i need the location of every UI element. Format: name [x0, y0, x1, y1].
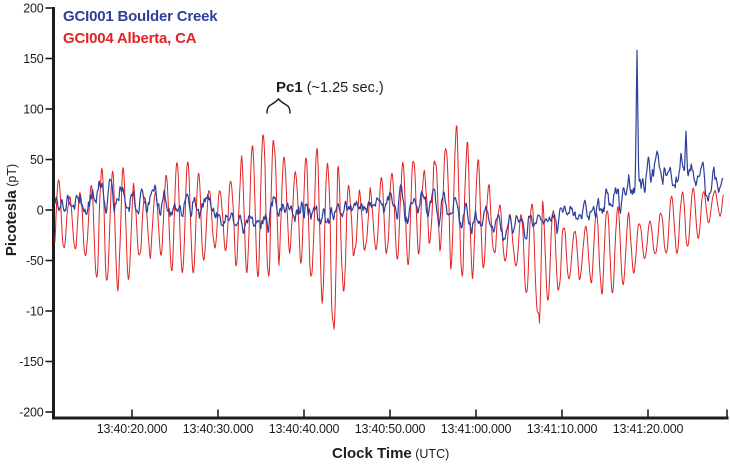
y-tick-label: -10	[26, 305, 44, 319]
x-tick-label: 13:40:50.000	[355, 422, 426, 436]
x-tick-label: 13:41:20.000	[613, 422, 684, 436]
x-tick-label: 13:41:10.000	[527, 422, 598, 436]
y-tick-label: 100	[23, 103, 44, 117]
y-tick-label: -200	[19, 406, 43, 420]
series-line-gci001-boulder-creek	[54, 49, 724, 242]
y-tick-label: -150	[19, 355, 43, 369]
brace-icon	[266, 97, 291, 114]
y-tick-label: 150	[23, 52, 44, 66]
x-tick-label: 13:40:30.000	[183, 422, 254, 436]
y-tick-label: -50	[26, 254, 44, 268]
legend-entry-gci004: GCI004 Alberta, CA	[63, 30, 197, 47]
y-axis-title: Picotesla (pT)	[3, 164, 20, 256]
y-tick-label: 0	[37, 204, 44, 218]
series-line-gci004-alberta-ca	[54, 125, 724, 330]
x-tick-label: 13:41:00.000	[441, 422, 512, 436]
x-axis-title: Clock Time (UTC)	[332, 445, 449, 462]
x-tick-label: 13:40:40.000	[269, 422, 340, 436]
y-tick-label: 50	[30, 153, 44, 167]
legend-entry-gci001: GCI001 Boulder Creek	[63, 8, 218, 25]
x-tick-label: 13:40:20.000	[97, 422, 168, 436]
pc1-annotation: Pc1 (~1.25 sec.)	[276, 79, 384, 96]
y-tick-label: 200	[23, 2, 44, 16]
